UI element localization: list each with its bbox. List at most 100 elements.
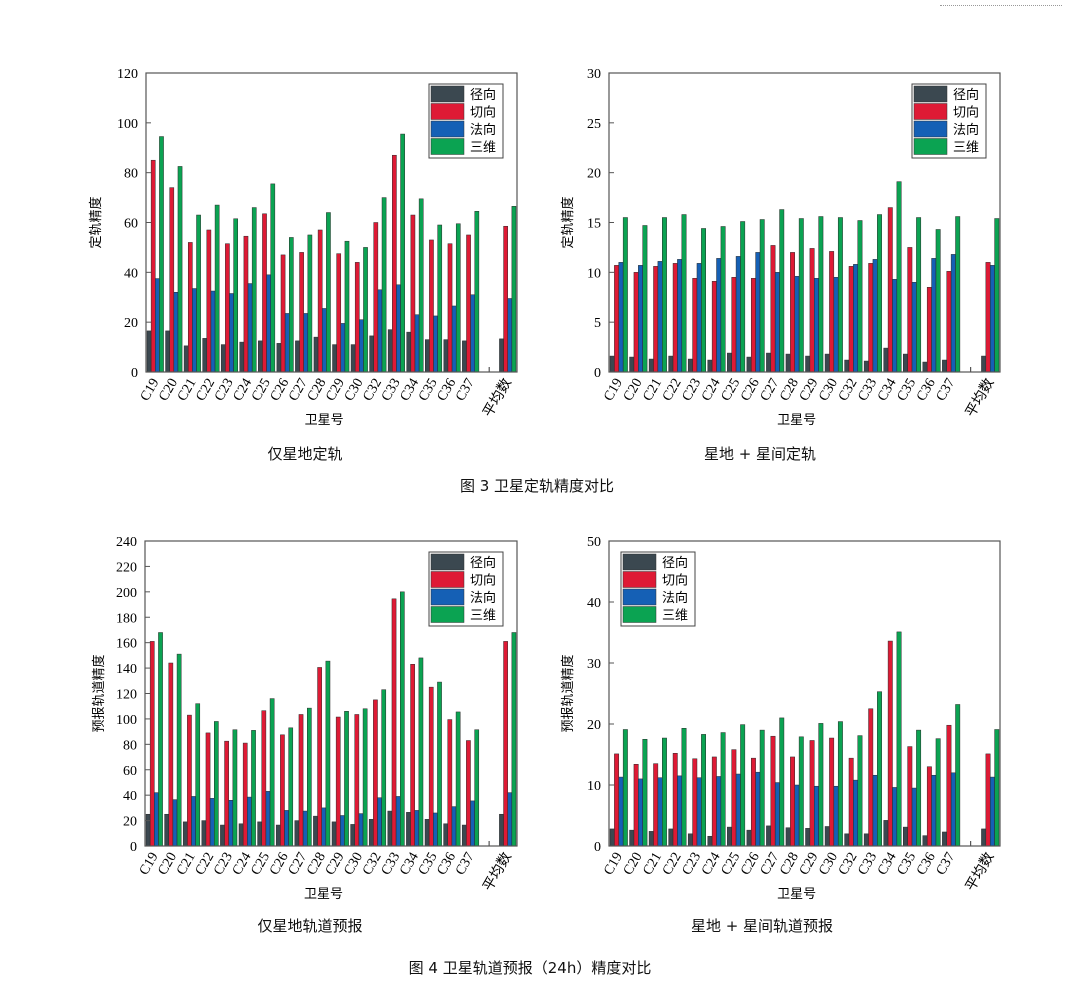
y-tick-label: 15 [587,217,601,232]
bar-切向-C36 [926,766,932,847]
bar-法向-C28 [321,308,327,373]
x-tick-label: C32 [360,850,385,878]
bar-三维-C34 [896,181,902,373]
bar-三维-C37 [955,704,961,847]
bar-三维-C19 [158,632,163,847]
x-tick-label: C34 [875,376,900,404]
bar-径向-C21 [648,831,654,847]
bar-径向-C21 [648,358,654,373]
bar-径向-C32 [844,359,850,373]
bar-三维-C28 [325,660,331,847]
x-tick-label: C32 [836,376,861,404]
x-tick-label: C34 [397,850,422,878]
bar-三维-C25 [740,221,746,373]
x-tick-label: C30 [341,850,366,878]
bar-径向-C27 [294,820,300,847]
bar-切向-C23 [692,278,698,373]
legend-swatch-切向 [430,571,465,588]
bar-三维-C25 [740,724,746,847]
x-tick-label: C33 [856,850,881,878]
bar-三维-C28 [326,212,331,373]
bar-法向-C23 [229,293,234,373]
bar-径向-C23 [687,358,693,373]
bar-三维-C36 [935,229,941,373]
bar-径向-C29 [332,344,337,373]
x-tick-label: C29 [797,850,822,878]
bar-切向-C25 [261,710,267,847]
x-tick-label: C32 [836,850,861,878]
x-tick-label: C28 [304,850,329,878]
x-tick-label: C34 [398,376,423,404]
x-tick-label: C25 [719,850,744,878]
bar-切向-C26 [750,757,756,847]
bar-切向-C22 [672,263,678,373]
bar-法向-C32 [377,289,383,373]
bar-法向-C36 [451,806,457,847]
y-tick-label: 40 [123,789,137,804]
y-tick-label: 5 [594,316,601,331]
bar-法向-C21 [192,288,197,373]
x-tick-label: 平均数 [963,850,998,894]
x-tick-label: C19 [137,850,162,878]
bar-三维-C22 [214,721,219,847]
bar-径向-C28 [313,815,318,847]
bar-径向-C20 [165,330,170,373]
bar-法向-C37 [470,800,475,847]
bar-切向-C25 [262,213,267,373]
bar-三维-C25 [269,698,275,847]
plot-frame [608,540,1001,847]
bar-径向-C27 [295,340,300,373]
chart-4: C19C20C21C22C23C24C25C26C27C28C29C30C32C… [560,535,1001,902]
bar-切向-C25 [731,277,737,373]
bar-径向-C36 [922,835,928,847]
x-tick-label: C19 [601,376,626,404]
x-tick-label: C26 [738,376,763,404]
bar-径向-C34 [406,812,411,847]
bar-三维-C21 [196,214,201,373]
y-tick-label: 0 [131,366,138,381]
bar-法向-C21 [657,777,663,847]
bar-三维-C28 [798,736,804,847]
bar-径向-平均数 [981,828,987,847]
legend-swatch-径向 [622,553,657,571]
bar-三维-C29 [344,711,349,847]
bar-切向-C19 [614,753,620,847]
bar-法向-平均数 [507,792,513,847]
bar-法向-C21 [191,796,196,847]
legend-label: 切向 [662,573,688,589]
bar-径向-C22 [668,355,674,373]
bar-切向-C29 [809,740,815,847]
bar-法向-C34 [892,279,898,373]
y-tick-label: 120 [117,67,138,82]
y-tick-label: 10 [587,266,601,281]
bar-法向-C24 [247,796,252,847]
legend-label: 三维 [953,141,979,156]
bar-径向-C29 [805,355,811,373]
y-tick-label: 40 [124,266,138,281]
bar-三维-C27 [779,717,785,847]
y-tick-label: 30 [587,67,601,82]
bar-三维-C37 [955,216,961,373]
bar-法向-C32 [853,264,859,373]
bar-切向-C34 [410,214,416,373]
bar-切向-C22 [206,229,212,373]
x-tick-label: C19 [138,376,163,404]
bar-径向-C29 [331,821,337,847]
bar-法向-C19 [154,792,159,847]
x-tick-label: C37 [453,850,478,878]
bar-切向-C35 [428,686,434,847]
legend-swatch-法向 [430,588,465,606]
x-tick-label: C36 [914,376,939,404]
bar-切向-C19 [150,159,156,373]
bar-法向-C20 [172,799,178,847]
bar-径向-C27 [766,352,772,373]
y-axis-label: 预报轨道精度 [560,654,576,732]
bar-径向-C33 [387,329,393,373]
x-tick-label: C27 [286,376,311,404]
bar-切向-C24 [711,756,717,847]
y-tick-label: 160 [116,637,137,652]
x-tick-label: C30 [342,376,367,404]
x-tick-label: C21 [640,376,665,404]
x-tick-label: C23 [680,850,705,878]
